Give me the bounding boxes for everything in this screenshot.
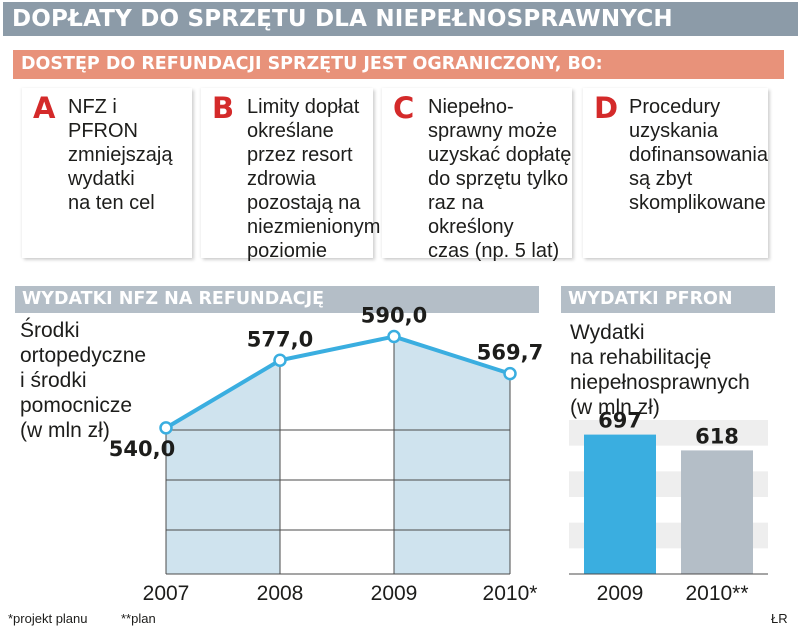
footnote-plan: **plan bbox=[121, 611, 156, 626]
subtitle-bar: DOSTĘP DO REFUNDACJI SPRZĘTU JEST OGRANI… bbox=[13, 50, 784, 79]
nfz-area-segment-1 bbox=[166, 360, 280, 574]
reason-text-a: NFZ i PFRON zmniejszają wydatki na ten c… bbox=[68, 96, 173, 214]
nfz-chart-title: WYDATKI NFZ NA REFUNDACJĘ bbox=[22, 289, 325, 309]
pfron-value-label-2009: 697 bbox=[598, 409, 642, 433]
pfron-bar-chart: 697 2009 618 2010** bbox=[569, 409, 768, 605]
nfz-value-label-2009: 590,0 bbox=[361, 304, 427, 328]
pfron-chart-title: WYDATKI PFRON bbox=[568, 289, 733, 309]
nfz-tick-label-2009: 2009 bbox=[371, 582, 418, 605]
nfz-point-2010* bbox=[503, 366, 517, 381]
reason-text-c: Niepełno- sprawny może uzyskać dopłatę d… bbox=[428, 96, 572, 262]
nfz-line-chart: 540,0 2007 577,0 2008 590,0 2009 569,7 2010* bbox=[109, 304, 543, 605]
nfz-point-2007 bbox=[159, 421, 173, 435]
page-title: DOPŁATY DO SPRZĘTU DLA NIEPEŁNOSPRAWNYCH bbox=[12, 6, 673, 32]
reason-letter-c: C bbox=[393, 91, 415, 125]
pfron-bar-2010** bbox=[681, 450, 753, 574]
nfz-value-label-2010*: 569,7 bbox=[477, 341, 543, 365]
nfz-tick-label-2008: 2008 bbox=[257, 582, 304, 605]
reason-letter-b: B bbox=[212, 91, 235, 125]
nfz-tick-label-2007: 2007 bbox=[143, 582, 190, 605]
credit: ŁR bbox=[771, 611, 788, 626]
pfron-value-label-2010**: 618 bbox=[695, 424, 739, 448]
nfz-value-label-2007: 540,0 bbox=[109, 437, 175, 461]
nfz-ylabel: Środki ortopedyczne i środki pomocnicze … bbox=[20, 319, 147, 442]
reason-card-b: B Limity dopłat określane przez resort z… bbox=[201, 88, 380, 262]
nfz-point-2008 bbox=[273, 353, 287, 368]
reason-card-a: A NFZ i PFRON zmniejszają wydatki na ten… bbox=[22, 88, 192, 258]
nfz-area-segment-2 bbox=[280, 336, 394, 574]
reason-letter-a: A bbox=[33, 91, 56, 125]
footnote-projekt: *projekt planu bbox=[8, 611, 88, 626]
reason-text-b: Limity dopłat określane przez resort zdr… bbox=[247, 96, 381, 262]
pfron-ylabel: Wydatki na rehabilitację niepełnosprawny… bbox=[570, 321, 750, 419]
reason-card-d: D Procedury uzyskania dofinansowania są … bbox=[583, 88, 768, 258]
pfron-bar-2009 bbox=[584, 434, 656, 574]
nfz-area-segment-3 bbox=[394, 336, 510, 574]
nfz-series-line bbox=[164, 334, 511, 430]
title-bar: DOPŁATY DO SPRZĘTU DLA NIEPEŁNOSPRAWNYCH bbox=[3, 2, 798, 36]
reason-letter-d: D bbox=[594, 91, 619, 125]
nfz-section-bar: WYDATKI NFZ NA REFUNDACJĘ bbox=[15, 286, 539, 313]
pfron-tick-label-2010**: 2010** bbox=[685, 582, 748, 605]
reason-card-c: C Niepełno- sprawny może uzyskać dopłatę… bbox=[382, 88, 572, 262]
pfron-tick-label-2009: 2009 bbox=[597, 582, 644, 605]
subtitle: DOSTĘP DO REFUNDACJI SPRZĘTU JEST OGRANI… bbox=[21, 54, 603, 74]
reason-text-d: Procedury uzyskania dofinansowania są zb… bbox=[629, 96, 768, 214]
nfz-value-label-2008: 577,0 bbox=[247, 327, 313, 351]
nfz-tick-label-2010*: 2010* bbox=[483, 582, 538, 605]
pfron-section-bar: WYDATKI PFRON bbox=[561, 286, 775, 313]
nfz-point-2009 bbox=[387, 329, 401, 344]
